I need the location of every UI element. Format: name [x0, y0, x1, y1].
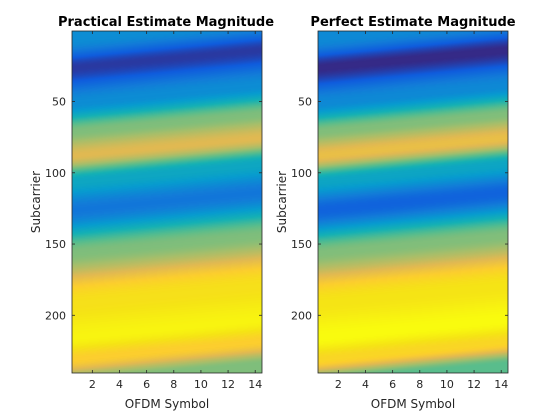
- heatmap-perfect: [318, 31, 508, 373]
- y-tick-label: 100: [291, 167, 312, 180]
- title-practical: Practical Estimate Magnitude: [58, 15, 274, 30]
- x-tick-label: 14: [494, 378, 508, 391]
- y-tick-label: 200: [291, 309, 312, 322]
- y-tick-label: 150: [45, 238, 66, 251]
- ticks-perfect: 2 4 6 8 10 12 14 50 100 150 200: [291, 31, 508, 391]
- x-tick-label: 4: [116, 378, 123, 391]
- title-perfect: Perfect Estimate Magnitude: [310, 15, 515, 30]
- heatmap-practical: [72, 31, 262, 373]
- y-tick-label: 50: [298, 96, 312, 109]
- y-tick-label: 50: [52, 96, 66, 109]
- x-tick-label: 4: [362, 378, 369, 391]
- x-tick-label: 2: [89, 378, 96, 391]
- ylabel-perfect: Subcarrier: [275, 171, 289, 233]
- axes-practical: Practical Estimate Magnitude 2 4 6 8 10 12 14 5…: [29, 15, 274, 411]
- xlabel-perfect: OFDM Symbol: [371, 397, 455, 411]
- x-tick-label: 10: [194, 378, 208, 391]
- ticks-practical: 2 4 6 8 10 12 14 50 100 150 200: [45, 31, 262, 391]
- x-tick-label: 6: [389, 378, 396, 391]
- axes-frame-practical: [71, 30, 263, 374]
- xlabel-practical: OFDM Symbol: [125, 397, 209, 411]
- x-tick-label: 6: [143, 378, 150, 391]
- y-tick-label: 100: [45, 167, 66, 180]
- axes-perfect: Perfect Estimate Magnitude 2 4 6 8 10 12 14 50 1…: [275, 15, 516, 411]
- x-tick-label: 8: [416, 378, 423, 391]
- x-tick-label: 8: [170, 378, 177, 391]
- x-tick-label: 12: [221, 378, 235, 391]
- x-tick-label: 12: [467, 378, 481, 391]
- y-tick-label: 200: [45, 309, 66, 322]
- x-tick-label: 10: [440, 378, 454, 391]
- x-tick-label: 2: [335, 378, 342, 391]
- ylabel-practical: Subcarrier: [29, 171, 43, 233]
- x-tick-label: 14: [248, 378, 262, 391]
- y-tick-label: 150: [291, 238, 312, 251]
- axes-frame-perfect: [317, 30, 509, 374]
